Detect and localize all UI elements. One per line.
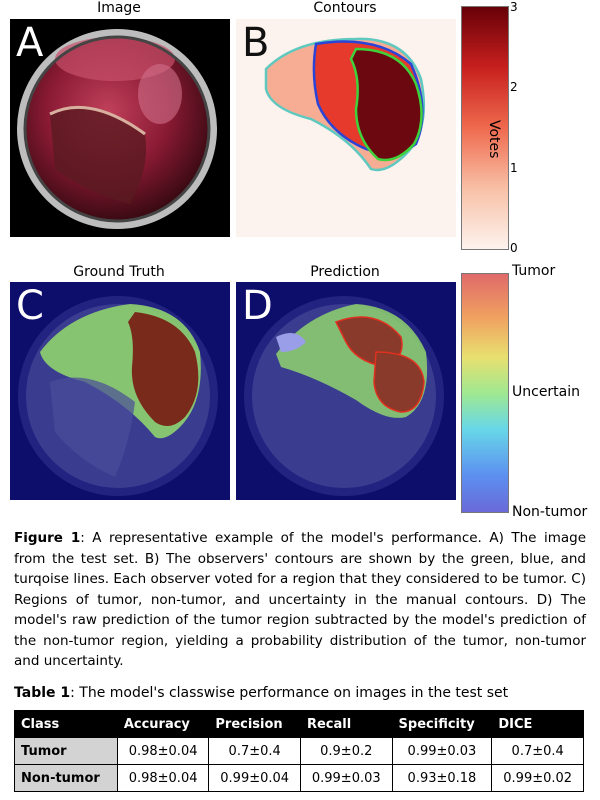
class-tick-tumor: Tumor bbox=[512, 263, 556, 279]
panel-b-contours: B bbox=[236, 19, 456, 237]
figure-caption: Figure 1: A representative example of th… bbox=[14, 528, 586, 672]
panel-d-prediction: D bbox=[236, 282, 456, 500]
table-cell: 0.7±0.4 bbox=[208, 737, 301, 765]
header-class: Class bbox=[14, 710, 118, 738]
figure-label: Figure 1 bbox=[14, 530, 81, 546]
panel-c-letter: C bbox=[16, 283, 44, 329]
table-cell: 0.7±0.4 bbox=[491, 737, 584, 765]
panel-a-image: A bbox=[10, 19, 230, 237]
panel-c-title: Ground Truth bbox=[73, 264, 165, 280]
table-header-row: Class Accuracy Precision Recall Specific… bbox=[14, 710, 584, 738]
performance-table: Class Accuracy Precision Recall Specific… bbox=[14, 710, 584, 792]
class-tick-non-tumor: Non-tumor bbox=[512, 504, 588, 520]
table-cell: 0.99±0.02 bbox=[491, 764, 584, 792]
table-cell: 0.9±0.2 bbox=[299, 737, 393, 765]
votes-tick-1: 1 bbox=[510, 161, 518, 175]
table-cell: 0.99±0.03 bbox=[391, 737, 493, 765]
class-colorbar bbox=[461, 273, 509, 513]
table-row: Tumor 0.98±0.04 0.7±0.4 0.9±0.2 0.99±0.0… bbox=[14, 737, 584, 765]
table-cell: 0.93±0.18 bbox=[391, 764, 493, 792]
panel-b-title: Contours bbox=[313, 0, 377, 16]
table-cell: 0.98±0.04 bbox=[116, 737, 210, 765]
votes-tick-3: 3 bbox=[510, 0, 518, 14]
panel-b-letter: B bbox=[242, 20, 270, 66]
endoscope-photo bbox=[17, 29, 217, 229]
header-precision: Precision bbox=[208, 710, 301, 738]
panel-c-ground-truth: C bbox=[10, 282, 230, 500]
contours-plot bbox=[264, 37, 426, 172]
votes-tick-2: 2 bbox=[510, 80, 518, 94]
table-cell: 0.99±0.04 bbox=[208, 764, 301, 792]
table-title-text: : The model's classwise performance on i… bbox=[70, 685, 509, 701]
table-title: Table 1: The model's classwise performan… bbox=[14, 685, 508, 701]
panel-d-title: Prediction bbox=[310, 264, 380, 280]
panel-d-letter: D bbox=[242, 283, 273, 329]
header-specificity: Specificity bbox=[391, 710, 493, 738]
header-recall: Recall bbox=[299, 710, 393, 738]
prediction-overlay bbox=[244, 296, 444, 496]
votes-colorbar bbox=[461, 6, 509, 250]
table-cell: 0.99±0.03 bbox=[299, 764, 393, 792]
row-label: Non-tumor bbox=[14, 764, 118, 792]
ground-truth-overlay bbox=[18, 296, 218, 496]
class-tick-uncertain: Uncertain bbox=[512, 384, 581, 400]
table-row: Non-tumor 0.98±0.04 0.99±0.04 0.99±0.03 … bbox=[14, 764, 584, 792]
header-accuracy: Accuracy bbox=[116, 710, 210, 738]
row-label: Tumor bbox=[14, 737, 118, 765]
table-label: Table 1 bbox=[14, 685, 71, 701]
votes-axis-label: Votes bbox=[486, 120, 502, 159]
votes-tick-0: 0 bbox=[510, 241, 518, 255]
table-cell: 0.98±0.04 bbox=[116, 764, 210, 792]
panel-a-title: Image bbox=[97, 0, 141, 16]
header-dice: DICE bbox=[491, 710, 584, 738]
figure-caption-text: : A representative example of the model'… bbox=[14, 530, 586, 669]
panel-a-letter: A bbox=[16, 20, 44, 66]
